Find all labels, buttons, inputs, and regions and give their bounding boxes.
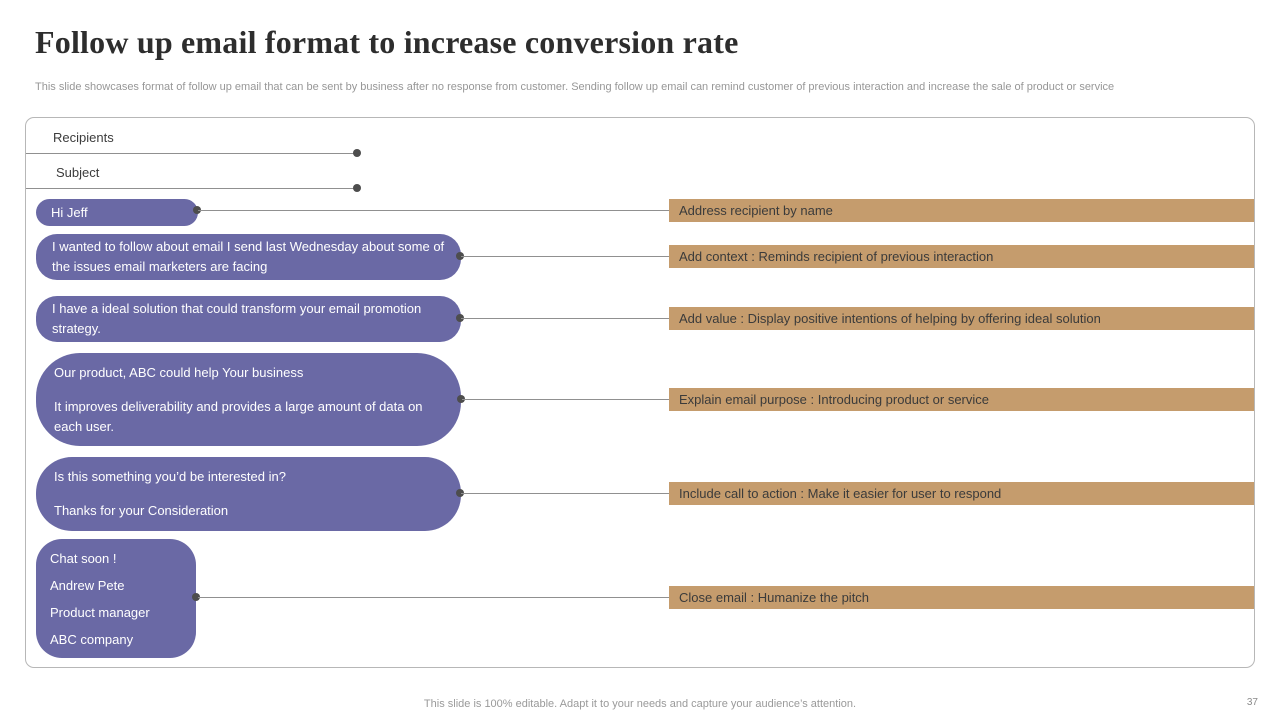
connector-line (461, 493, 669, 494)
annotation-bar: Include call to action : Make it easier … (669, 482, 1254, 505)
recipients-line-dot (353, 149, 361, 157)
email-bubble-signoff: Chat soon ! Andrew Pete Product manager … (36, 539, 196, 658)
connector-dot (193, 206, 201, 214)
recipients-label: Recipients (53, 130, 114, 145)
connector-dot (456, 489, 464, 497)
bubble-text: I have a ideal solution that could trans… (52, 301, 422, 336)
bubble-text: Product manager (50, 604, 150, 620)
bubble-text: Andrew Pete (50, 577, 125, 593)
annotation-bar: Add value : Display positive intentions … (669, 307, 1254, 330)
footer-note: This slide is 100% editable. Adapt it to… (423, 698, 857, 710)
page-title: Follow up email format to increase conve… (35, 24, 739, 60)
annotation-bar: Close email : Humanize the pitch (669, 586, 1254, 609)
connector-line (461, 318, 669, 319)
bubble-text: Our product, ABC could help Your busines… (54, 364, 304, 380)
subject-label: Subject (56, 165, 100, 180)
connector-dot (192, 593, 200, 601)
recipients-underline (26, 153, 357, 154)
connector-line (462, 399, 669, 400)
connector-dot (456, 314, 464, 322)
connector-line (198, 210, 669, 211)
email-format-panel: Recipients Subject Hi Jeff Address recip… (25, 117, 1255, 668)
bubble-text: Is this something you’d be interested in… (54, 469, 286, 484)
email-bubble-greeting: Hi Jeff (36, 199, 198, 226)
email-bubble-purpose: Our product, ABC could help Your busines… (36, 353, 461, 446)
email-bubble-value: I have a ideal solution that could trans… (36, 296, 461, 342)
annotation-bar: Address recipient by name (669, 199, 1254, 222)
bubble-text: Thanks for your Consideration (54, 503, 229, 518)
annotation-bar: Explain email purpose : Introducing prod… (669, 388, 1254, 411)
connector-dot (457, 395, 465, 403)
bubble-text: ABC company (50, 631, 134, 647)
bubble-text: I wanted to follow about email I send la… (52, 239, 445, 274)
email-bubble-cta: Is this something you’d be interested in… (36, 457, 461, 531)
connector-line (461, 256, 669, 257)
subject-line-dot (353, 184, 361, 192)
page-subtitle: This slide showcases format of follow up… (35, 81, 1115, 93)
connector-dot (456, 252, 464, 260)
bubble-text: Hi Jeff (51, 204, 88, 220)
bubble-text: It improves deliverability and provides … (54, 398, 423, 434)
connector-line (198, 597, 669, 598)
annotation-bar: Add context : Reminds recipient of previ… (669, 245, 1254, 268)
subject-underline (26, 188, 357, 189)
bubble-text: Chat soon ! (50, 550, 117, 566)
email-bubble-context: I wanted to follow about email I send la… (36, 234, 461, 280)
page-number: 37 (1246, 697, 1258, 708)
